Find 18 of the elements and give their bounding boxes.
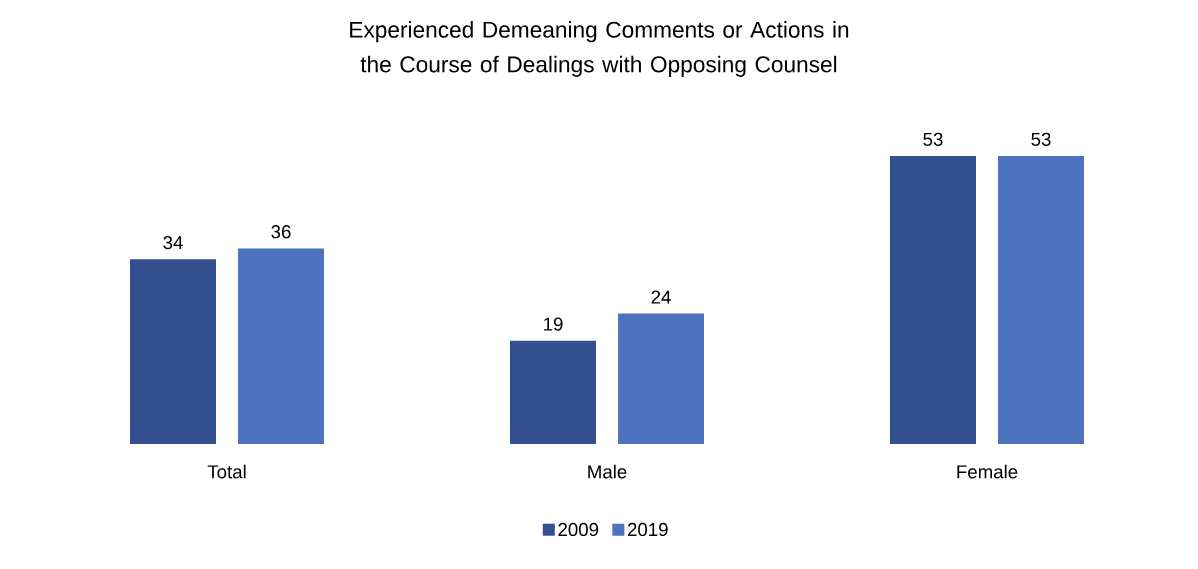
legend-label: 2009 (558, 522, 599, 537)
data-label: 34 (163, 235, 183, 250)
bar (890, 156, 977, 444)
bar (130, 259, 217, 444)
data-label: 36 (271, 225, 291, 239)
data-label: 53 (1031, 132, 1051, 146)
data-label: 19 (544, 317, 563, 331)
bar (238, 248, 325, 444)
data-label: 53 (923, 132, 943, 146)
bar (618, 313, 705, 444)
bar (510, 340, 597, 444)
bar (998, 156, 1085, 444)
x-tick-label: Total (207, 464, 246, 479)
x-tick-label: Female (957, 464, 1018, 479)
chart-title: Experienced Demeaning Comments or Actions in the Course of Dealings with Opposing Counsel (350, 21, 849, 77)
data-label: 24 (651, 290, 671, 304)
legend-label: 2019 (627, 522, 668, 537)
x-tick-label: Male (588, 464, 627, 479)
